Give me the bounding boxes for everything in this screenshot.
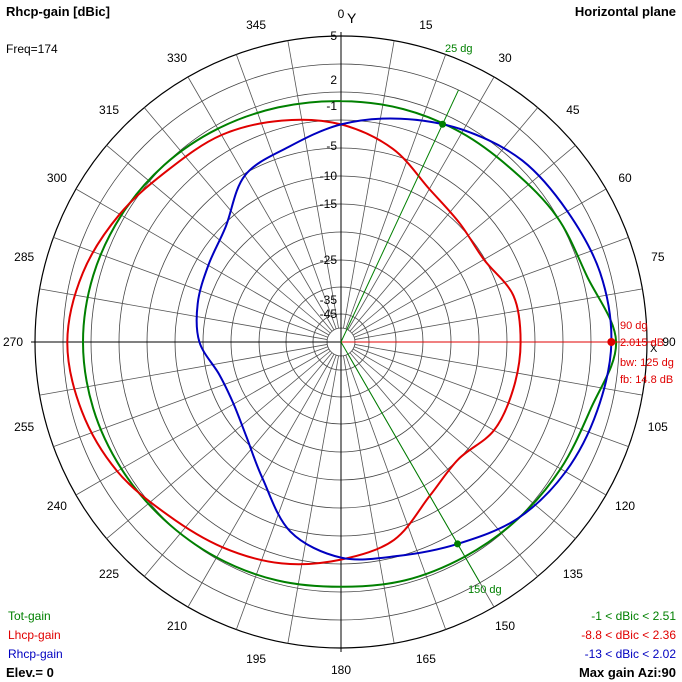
radial-tick-label: 2: [330, 73, 337, 87]
angle-tick-label: 90: [662, 335, 676, 349]
radial-tick-label: -15: [320, 197, 338, 211]
beamwidth-label: bw: 125 dg: [620, 357, 674, 369]
grid-spoke: [106, 145, 331, 334]
half-power-line-1: [340, 89, 459, 343]
grid-spoke: [287, 40, 339, 329]
radial-tick-label: -25: [320, 253, 338, 267]
legend-tot-gain: Tot-gain: [8, 609, 51, 623]
grid-spoke: [343, 40, 395, 329]
angle-tick-label: 195: [246, 652, 266, 666]
series-rhcp-gain: [195, 117, 613, 561]
angle-tick-label: 330: [167, 51, 187, 65]
angle-tick-label: 315: [99, 103, 119, 117]
grid-spoke: [351, 350, 576, 539]
half-power-label-2: 150 dg: [468, 584, 502, 596]
angle-tick-label: 270: [3, 335, 23, 349]
angle-tick-label: 60: [618, 171, 632, 185]
angle-tick-label: 105: [648, 420, 668, 434]
elevation-label: Elev.= 0: [6, 665, 54, 680]
series-lhcp-gain: [66, 118, 522, 566]
grid-spoke: [144, 352, 333, 577]
y-axis-marker: Y: [347, 10, 357, 26]
angle-tick-label: 30: [498, 51, 512, 65]
range-tot-gain: -1 < dBic < 2.51: [591, 609, 676, 623]
radial-tick-label: -35: [320, 293, 338, 307]
chart-title: Rhcp-gain [dBic]: [6, 4, 110, 19]
grid-spoke: [347, 76, 495, 331]
grid-spoke: [53, 346, 328, 448]
angle-tick-label: 75: [651, 250, 665, 264]
grid-spoke: [75, 188, 330, 336]
grid-spoke: [75, 348, 330, 496]
grid-spoke: [343, 355, 395, 644]
grid-spoke: [349, 107, 538, 332]
angle-tick-label: 120: [615, 499, 635, 513]
plane-label: Horizontal plane: [574, 4, 676, 19]
tick-labels: 0153045607590105120135150165180195210225…: [3, 7, 676, 677]
range-lhcp-gain: -8.8 < dBic < 2.36: [581, 628, 676, 642]
max-gain-label: Max gain Azi:90: [578, 665, 676, 680]
marker-overlay: [340, 89, 655, 584]
grid-spoke: [345, 54, 447, 329]
marker-angle-label: 90 dg: [620, 320, 648, 332]
grid-spoke: [354, 236, 629, 338]
angle-tick-label: 240: [47, 499, 67, 513]
grid-spoke: [354, 344, 643, 396]
angle-tick-label: 165: [416, 652, 436, 666]
angle-tick-label: 225: [99, 567, 119, 581]
radial-tick-label: -45: [320, 307, 338, 321]
angle-tick-label: 255: [14, 420, 34, 434]
angle-tick-label: 300: [47, 171, 67, 185]
grid-spoke: [287, 355, 339, 644]
grid-spoke: [53, 236, 328, 338]
radial-tick-label: -1: [326, 99, 337, 113]
grid-spoke: [106, 350, 331, 539]
radial-tick-label: -5: [326, 139, 337, 153]
marker-gain-label: 2.015 dB: [620, 337, 665, 349]
main-lobe-marker-dot: [607, 338, 616, 346]
grid-spoke: [354, 288, 643, 340]
grid-spoke: [187, 76, 335, 331]
front-back-label: fb: 14.8 dB: [620, 374, 674, 386]
range-rhcp-gain: -13 < dBic < 2.02: [584, 647, 676, 661]
series-group: [66, 100, 618, 588]
half-power-dot-1: [439, 120, 447, 128]
radial-tick-label: 5: [330, 29, 337, 43]
grid-spoke: [352, 348, 607, 496]
radial-tick-label: -10: [320, 169, 338, 183]
angle-tick-label: 135: [563, 567, 583, 581]
angle-tick-label: 345: [246, 18, 266, 32]
legend-rhcp-gain: Rhcp-gain: [8, 647, 63, 661]
grid-spoke: [345, 355, 447, 630]
grid-spoke: [187, 353, 335, 608]
grid-spoke: [354, 346, 629, 448]
half-power-dot-2: [454, 540, 462, 548]
grid-spoke: [351, 145, 576, 334]
frequency-label: Freq=174: [6, 42, 58, 56]
angle-tick-label: 210: [167, 619, 187, 633]
angle-tick-label: 15: [419, 18, 433, 32]
grid-spoke: [144, 107, 333, 332]
angle-tick-label: 0: [338, 7, 345, 21]
angle-tick-label: 150: [495, 619, 515, 633]
grid-spoke: [235, 355, 337, 630]
legend-lhcp-gain: Lhcp-gain: [8, 628, 61, 642]
angle-tick-label: 285: [14, 250, 34, 264]
grid-spoke: [349, 352, 538, 577]
series-tot-gain: [81, 100, 618, 588]
angle-tick-label: 180: [331, 663, 351, 677]
half-power-label-1: 25 dg: [445, 43, 473, 55]
grid-spoke: [235, 54, 337, 329]
grid-spoke: [352, 188, 607, 336]
x-axis-marker: X: [650, 343, 658, 355]
angle-tick-label: 45: [566, 103, 580, 117]
